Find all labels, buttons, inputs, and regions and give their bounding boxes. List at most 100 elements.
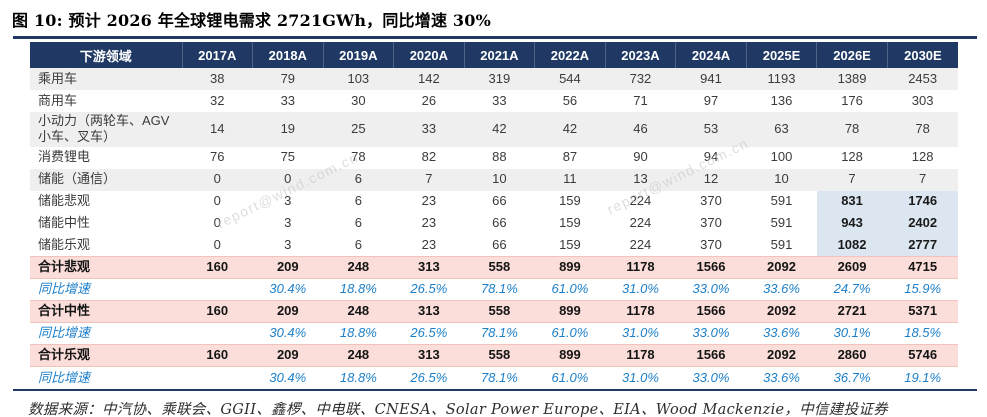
row-label: 储能悲观 bbox=[38, 193, 91, 209]
cell: 78 bbox=[816, 112, 888, 147]
source-link[interactable]: 中信建投证券 bbox=[799, 401, 888, 417]
cell: 1082 bbox=[816, 234, 888, 257]
cell: 209 bbox=[252, 344, 324, 367]
cell: 159 bbox=[559, 215, 581, 231]
cell: 46 bbox=[605, 112, 676, 147]
cell: 591 bbox=[770, 193, 793, 209]
cell: 943 bbox=[816, 212, 888, 235]
demand-table: 下游领域 2017A 2018A 2019A 2020A 2021A 2022A 2023A 2… bbox=[30, 42, 958, 389]
table-row: 消费锂电 76 75 78 82 88 87 90 94 100 128 128 bbox=[30, 147, 958, 169]
row-label: 合计悲观 bbox=[30, 256, 182, 279]
table-row: 同比增速 30.4% 18.8% 26.5% 78.1% 61.0% 31.0% 33.0% 3… bbox=[30, 367, 958, 389]
table-row: 合计中性 160 209 248 313 558 899 1178 1566 2092 2721 53… bbox=[30, 300, 958, 323]
cell: 159 bbox=[559, 193, 581, 209]
cell bbox=[182, 279, 253, 301]
cell: 18.8% bbox=[339, 369, 377, 385]
column-header-2018A: 2018A bbox=[252, 42, 324, 68]
cell: 30 bbox=[351, 92, 366, 108]
cell: 100 bbox=[770, 149, 793, 165]
cell: 103 bbox=[323, 68, 394, 90]
cell: 128 bbox=[911, 149, 934, 165]
cell: 160 bbox=[182, 256, 253, 279]
table-body: 乘用车 38 79 103 142 319 544 732 941 1193 1389 2453 商用车… bbox=[30, 68, 958, 389]
cell: 26 bbox=[421, 92, 437, 108]
column-header-2025E: 2025E bbox=[746, 42, 818, 68]
cell: 24.7% bbox=[833, 281, 871, 297]
cell: 7 bbox=[393, 168, 465, 191]
cell: 7 bbox=[887, 168, 958, 191]
cell: 56 bbox=[562, 92, 578, 108]
cell: 53 bbox=[675, 112, 747, 147]
cell: 2092 bbox=[746, 344, 817, 367]
cell: 75 bbox=[280, 149, 296, 165]
cell: 319 bbox=[464, 68, 535, 90]
row-label: 储能中性 bbox=[38, 215, 91, 231]
cell: 18.5% bbox=[904, 325, 942, 341]
cell: 23 bbox=[421, 215, 437, 231]
cell: 1178 bbox=[605, 300, 676, 323]
cell: 248 bbox=[323, 256, 394, 279]
cell: 1178 bbox=[605, 344, 676, 367]
header-row: 下游领域 2017A 2018A 2019A 2020A 2021A 2022A 2023A 2… bbox=[30, 42, 958, 68]
cell: 7 bbox=[816, 168, 888, 191]
cell: 26.5% bbox=[410, 325, 448, 341]
cell: 88 bbox=[492, 149, 507, 165]
cell: 10 bbox=[464, 168, 535, 191]
cell: 6 bbox=[323, 168, 394, 191]
table-row: 储能中性 0 3 6 23 66 159 224 370 591 943 2402 bbox=[30, 212, 958, 235]
cell: 6 bbox=[354, 193, 362, 209]
cell: 33.0% bbox=[692, 369, 730, 385]
column-header-2023A: 2023A bbox=[605, 42, 677, 68]
row-label: 储能（通信） bbox=[30, 168, 182, 191]
table-row: 同比增速 30.4% 18.8% 26.5% 78.1% 61.0% 31.0% 33.0% 3… bbox=[30, 279, 958, 301]
table-row: 储能乐观 0 3 6 23 66 159 224 370 591 1082 2777 bbox=[30, 234, 958, 257]
cell: 25 bbox=[323, 112, 394, 147]
table-header: 下游领域 2017A 2018A 2019A 2020A 2021A 2022A 2023A 2… bbox=[30, 42, 958, 68]
cell: 1193 bbox=[746, 68, 817, 90]
cell: 313 bbox=[393, 256, 465, 279]
cell: 31.0% bbox=[622, 281, 659, 297]
cell: 38 bbox=[182, 68, 253, 90]
cell: 33 bbox=[492, 92, 507, 108]
column-header-2026E: 2026E bbox=[816, 42, 888, 68]
cell: 899 bbox=[534, 256, 606, 279]
cell: 3 bbox=[284, 237, 292, 253]
cell: 42 bbox=[534, 112, 606, 147]
column-header-2021A: 2021A bbox=[464, 42, 536, 68]
cell: 160 bbox=[182, 344, 253, 367]
cell: 370 bbox=[700, 193, 722, 209]
cell: 87 bbox=[562, 149, 578, 165]
row-label: 同比增速 bbox=[38, 325, 91, 341]
cell: 591 bbox=[770, 237, 793, 253]
row-label: 储能乐观 bbox=[38, 237, 91, 253]
cell: 248 bbox=[323, 344, 394, 367]
cell: 66 bbox=[492, 215, 507, 231]
cell: 3 bbox=[284, 215, 292, 231]
cell: 1746 bbox=[887, 190, 958, 213]
cell: 19.1% bbox=[904, 369, 942, 385]
table-row: 合计乐观 160 209 248 313 558 899 1178 1566 2092 2860 57… bbox=[30, 344, 958, 367]
cell: 42 bbox=[464, 112, 535, 147]
cell: 224 bbox=[629, 215, 652, 231]
cell: 558 bbox=[464, 256, 535, 279]
cell: 303 bbox=[911, 92, 934, 108]
cell: 78 bbox=[887, 112, 958, 147]
row-label: 乘用车 bbox=[30, 68, 182, 90]
cell: 78.1% bbox=[480, 369, 518, 385]
cell: 66 bbox=[492, 237, 507, 253]
cell: 370 bbox=[700, 237, 722, 253]
cell: 30.4% bbox=[269, 325, 307, 341]
cell bbox=[182, 367, 253, 389]
cell: 0 bbox=[182, 168, 253, 191]
cell: 10 bbox=[746, 168, 817, 191]
figure-title: 图 10: 预计 2026 年全球锂电需求 2721GWh，同比增速 30% bbox=[12, 11, 491, 30]
column-header-2020A: 2020A bbox=[393, 42, 465, 68]
cell: 128 bbox=[841, 149, 863, 165]
cell: 544 bbox=[534, 68, 606, 90]
cell: 19 bbox=[252, 112, 324, 147]
cell: 33.0% bbox=[692, 325, 730, 341]
cell: 26.5% bbox=[410, 369, 448, 385]
cell: 313 bbox=[393, 344, 465, 367]
cell: 13 bbox=[605, 168, 676, 191]
cell: 18.8% bbox=[339, 325, 377, 341]
